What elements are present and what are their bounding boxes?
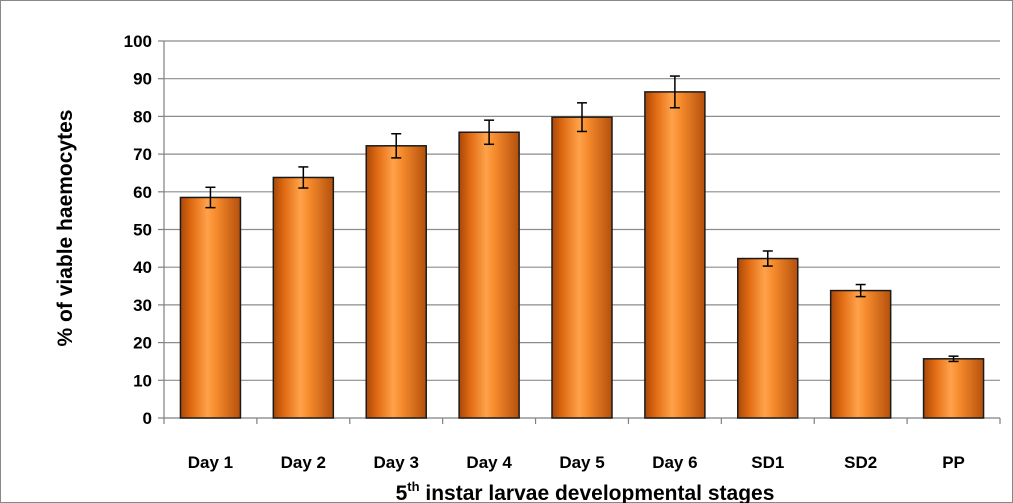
error-bars (205, 75, 959, 363)
bars (179, 91, 985, 419)
bar-sd2 (829, 289, 892, 419)
x-tick-label-6: SD1 (751, 453, 784, 472)
bar-day-4 (458, 131, 520, 419)
x-tick-label-7: SD2 (844, 453, 877, 472)
x-tick-label-4: Day 5 (559, 453, 604, 472)
x-tick-label-0: Day 1 (188, 453, 233, 472)
bar-day-6 (644, 91, 706, 419)
y-tick-label-80: 80 (133, 107, 152, 126)
tick-labels: 0 10 20 30 40 50 60 70 80 90 100 Day 1 Day 2 Day 3 Day… (124, 32, 965, 472)
x-axis-title-rest: instar larvae developmental stages (420, 482, 775, 503)
y-tick-label-30: 30 (133, 296, 152, 315)
y-tick-label-50: 50 (133, 221, 152, 240)
y-tick-label-0: 0 (143, 409, 152, 428)
bar-day-1 (179, 196, 242, 419)
bar-pp (922, 358, 985, 419)
y-tick-label-20: 20 (133, 334, 152, 353)
x-axis-title: 5th instar larvae developmental stages (396, 479, 775, 503)
bar-sd1 (737, 257, 799, 419)
y-tick-label-60: 60 (133, 183, 152, 202)
bar-day-5 (551, 116, 613, 419)
x-tick-label-1: Day 2 (281, 453, 326, 472)
x-tick-label-8: PP (942, 453, 965, 472)
x-tick-label-3: Day 4 (466, 453, 512, 472)
x-axis-title-sup: th (407, 479, 419, 494)
y-tick-label-40: 40 (133, 258, 152, 277)
y-tick-label-90: 90 (133, 70, 152, 89)
x-tick-label-5: Day 6 (652, 453, 697, 472)
bar-day-3 (365, 145, 427, 419)
y-tick-label-70: 70 (133, 145, 152, 164)
x-tick-label-2: Day 3 (374, 453, 419, 472)
y-tick-label-10: 10 (133, 371, 152, 390)
y-tick-label-100: 100 (124, 32, 152, 51)
y-axis-title: % of viable haemocytes (54, 110, 77, 347)
x-axis-title-main: 5 (396, 482, 408, 503)
bar-day-2 (272, 176, 335, 419)
